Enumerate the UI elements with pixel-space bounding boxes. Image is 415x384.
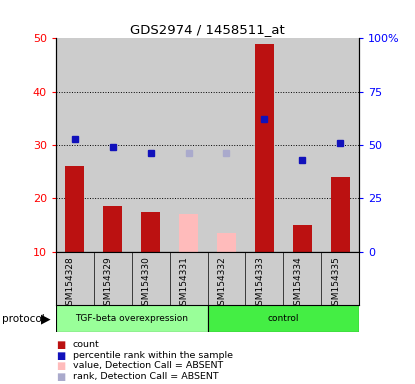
Text: GSM154334: GSM154334: [293, 256, 302, 311]
Bar: [331, 177, 349, 252]
Text: percentile rank within the sample: percentile rank within the sample: [73, 351, 233, 359]
Bar: [179, 214, 198, 252]
Bar: [132, 252, 170, 305]
Bar: [141, 212, 160, 252]
Text: GSM154331: GSM154331: [180, 256, 188, 311]
Bar: [293, 225, 312, 252]
Text: ■: ■: [56, 372, 65, 382]
Bar: [103, 206, 122, 252]
Text: ■: ■: [56, 361, 65, 371]
Text: ■: ■: [56, 351, 65, 361]
Text: TGF-beta overexpression: TGF-beta overexpression: [75, 314, 188, 323]
Text: GSM154332: GSM154332: [217, 256, 227, 311]
Text: GSM154328: GSM154328: [66, 256, 75, 311]
Bar: [56, 305, 208, 332]
Bar: [208, 38, 245, 252]
Text: GSM154330: GSM154330: [142, 256, 151, 311]
Bar: [283, 38, 321, 252]
Text: GSM154335: GSM154335: [331, 256, 340, 311]
Bar: [94, 38, 132, 252]
Text: value, Detection Call = ABSENT: value, Detection Call = ABSENT: [73, 361, 223, 370]
Bar: [56, 252, 94, 305]
Bar: [321, 38, 359, 252]
Bar: [170, 38, 208, 252]
Text: GSM154333: GSM154333: [255, 256, 264, 311]
Bar: [132, 38, 170, 252]
Text: protocol: protocol: [2, 314, 45, 324]
Bar: [245, 38, 283, 252]
Text: control: control: [268, 314, 299, 323]
Text: count: count: [73, 340, 99, 349]
Bar: [283, 252, 321, 305]
Bar: [245, 252, 283, 305]
Bar: [255, 44, 274, 252]
Bar: [321, 252, 359, 305]
Bar: [66, 166, 84, 252]
Title: GDS2974 / 1458511_at: GDS2974 / 1458511_at: [130, 23, 285, 36]
Text: rank, Detection Call = ABSENT: rank, Detection Call = ABSENT: [73, 372, 218, 381]
Bar: [208, 252, 245, 305]
Bar: [94, 252, 132, 305]
Text: ■: ■: [56, 340, 65, 350]
Text: GSM154329: GSM154329: [104, 256, 113, 311]
Text: ▶: ▶: [41, 312, 50, 325]
Bar: [217, 233, 236, 252]
Bar: [170, 252, 208, 305]
Bar: [208, 305, 359, 332]
Bar: [56, 38, 94, 252]
